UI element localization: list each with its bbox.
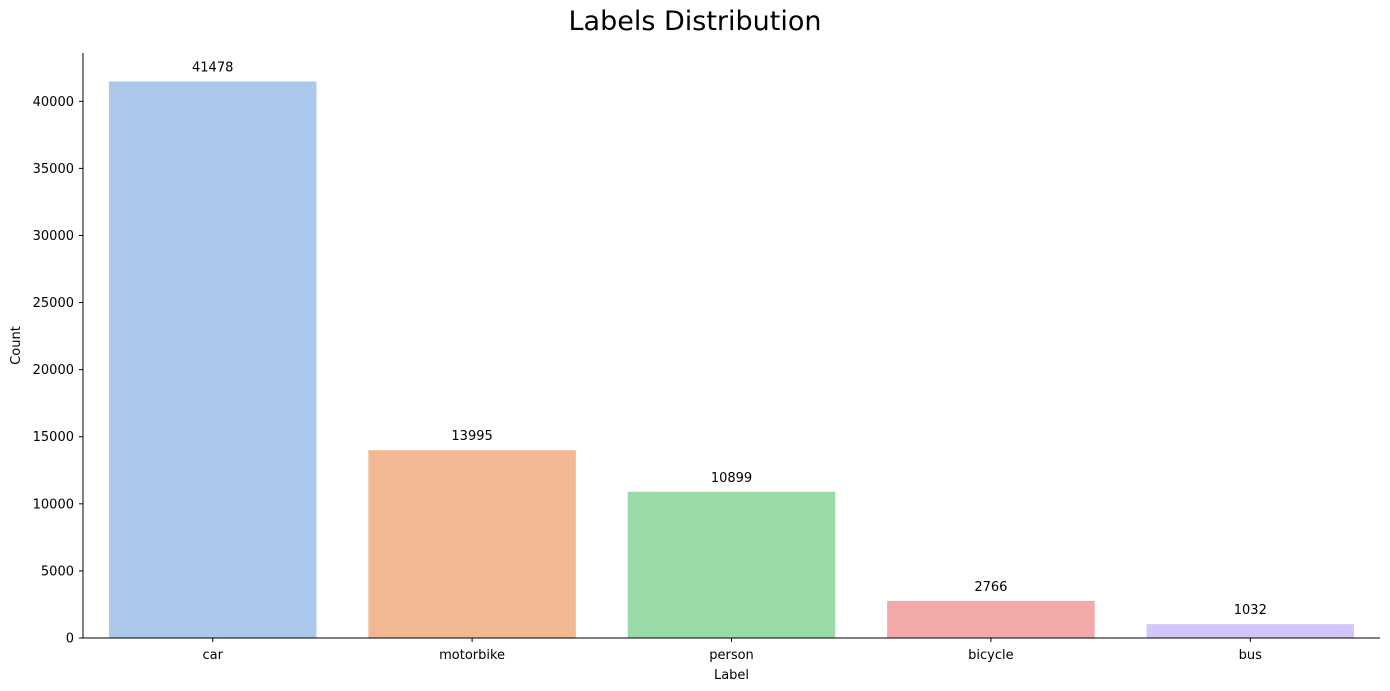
y-tick-label-5000: 5000 <box>41 564 74 579</box>
data-label-person: 10899 <box>711 471 752 486</box>
y-tick-label-40000: 40000 <box>33 95 74 110</box>
y-tick-label-35000: 35000 <box>33 162 74 177</box>
x-tick-label-bicycle: bicycle <box>968 648 1013 663</box>
x-tick-label-motorbike: motorbike <box>439 648 505 663</box>
x-axis-label: Label <box>714 668 749 683</box>
y-tick-label-10000: 10000 <box>33 497 74 512</box>
bar-bus <box>1146 624 1355 638</box>
y-tick-label-15000: 15000 <box>33 430 74 445</box>
x-tick-label-bus: bus <box>1239 648 1262 663</box>
y-ticks-group: 0 5000 10000 15000 20000 25000 30000 35000 40000 <box>33 95 83 647</box>
x-ticks-group: car motorbike person bicycle bus <box>202 638 1262 663</box>
bars-group <box>108 81 1355 638</box>
y-tick-label-0: 0 <box>66 632 74 647</box>
bar-car <box>108 81 317 638</box>
bar-bicycle <box>887 600 1095 638</box>
y-tick-label-30000: 30000 <box>33 229 74 244</box>
data-label-bus: 1032 <box>1234 603 1267 618</box>
data-label-car: 41478 <box>192 60 233 75</box>
data-label-motorbike: 13995 <box>451 429 492 444</box>
bar-person <box>627 491 836 638</box>
y-tick-label-25000: 25000 <box>33 296 74 311</box>
chart-title: Labels Distribution <box>568 6 822 37</box>
data-labels-group: 41478 13995 10899 2766 1032 <box>192 60 1267 618</box>
y-axis-label: Count <box>9 326 24 365</box>
data-label-bicycle: 2766 <box>974 580 1007 595</box>
x-tick-label-car: car <box>202 648 223 663</box>
bar-motorbike <box>368 450 576 638</box>
x-tick-label-person: person <box>709 648 754 663</box>
y-tick-label-20000: 20000 <box>33 363 74 378</box>
